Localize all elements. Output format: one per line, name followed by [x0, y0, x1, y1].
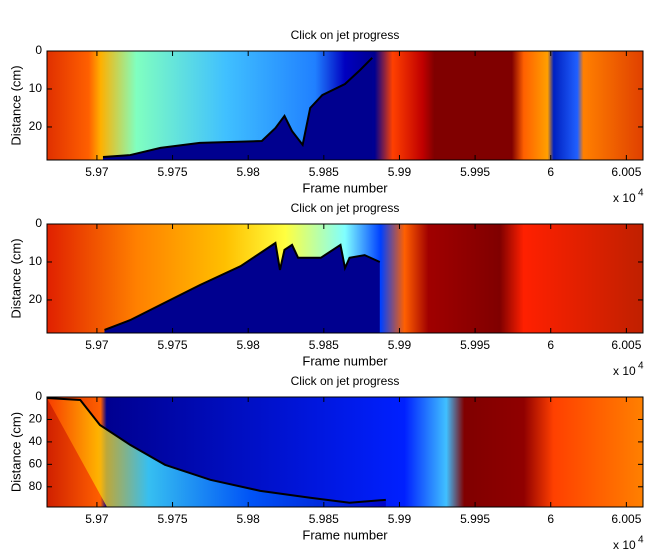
y-tick-label: 60: [29, 457, 43, 471]
x-tick-label: 5.99: [388, 165, 412, 179]
x-tick-label: 6: [547, 512, 554, 526]
x-exponent: 4: [638, 361, 644, 372]
x-tick-label: 5.97: [85, 165, 109, 179]
y-tick-label: 20: [29, 412, 43, 426]
progress-line: [102, 57, 373, 158]
y-axis-label: Distance (cm): [8, 412, 23, 492]
y-tick-label: 10: [29, 254, 43, 268]
x-tick-label: 5.985: [309, 165, 339, 179]
x-tick-label: 6: [547, 165, 554, 179]
y-tick-label: 0: [35, 216, 42, 230]
y-tick-label: 20: [29, 292, 43, 306]
x-tick-label: 5.97: [85, 512, 109, 526]
jet-region: [47, 398, 386, 507]
chart-title: Click on jet progress: [291, 374, 400, 388]
x-axis-label: Frame number: [302, 353, 388, 368]
y-axis-label: Distance (cm): [8, 238, 23, 318]
y-tick-label: 0: [35, 389, 42, 403]
y-tick-label: 0: [35, 43, 42, 57]
y-tick-label: 10: [29, 81, 43, 95]
x-tick-label: 5.995: [460, 165, 490, 179]
x-multiplier: x 10: [613, 191, 636, 205]
x-tick-label: 5.98: [237, 165, 261, 179]
chart-title: Click on jet progress: [291, 201, 400, 215]
y-tick-label: 20: [29, 119, 43, 133]
y-tick-label: 80: [29, 479, 43, 493]
chart-title: Click on jet progress: [291, 28, 400, 42]
y-axis-label: Distance (cm): [8, 65, 23, 145]
x-tick-label: 6.005: [611, 338, 641, 352]
x-tick-label: 5.99: [388, 512, 412, 526]
y-tick-label: 40: [29, 434, 43, 448]
x-tick-label: 5.985: [309, 338, 339, 352]
x-tick-label: 6.005: [611, 165, 641, 179]
x-tick-label: 6.005: [611, 512, 641, 526]
x-tick-label: 5.985: [309, 512, 339, 526]
x-tick-label: 5.995: [460, 512, 490, 526]
axes-frame: [46, 396, 644, 508]
x-axis-label: Frame number: [302, 527, 388, 542]
x-exponent: 4: [638, 535, 644, 546]
progress-line: [104, 241, 381, 331]
x-tick-label: 5.99: [388, 338, 412, 352]
x-tick-label: 5.995: [460, 338, 490, 352]
x-multiplier: x 10: [613, 364, 636, 378]
x-axis-label: Frame number: [302, 180, 388, 195]
x-tick-label: 6: [547, 338, 554, 352]
x-tick-label: 5.98: [237, 338, 261, 352]
x-tick-label: 5.975: [158, 512, 188, 526]
jet-region: [104, 242, 380, 333]
progress-line: [46, 397, 386, 504]
x-tick-label: 5.98: [237, 512, 261, 526]
x-multiplier: x 10: [613, 538, 636, 552]
x-exponent: 4: [638, 188, 644, 199]
x-tick-label: 5.975: [158, 338, 188, 352]
axes-frame: [46, 50, 644, 161]
x-tick-label: 5.975: [158, 165, 188, 179]
axes-frame: [46, 223, 644, 334]
x-tick-label: 5.97: [85, 338, 109, 352]
